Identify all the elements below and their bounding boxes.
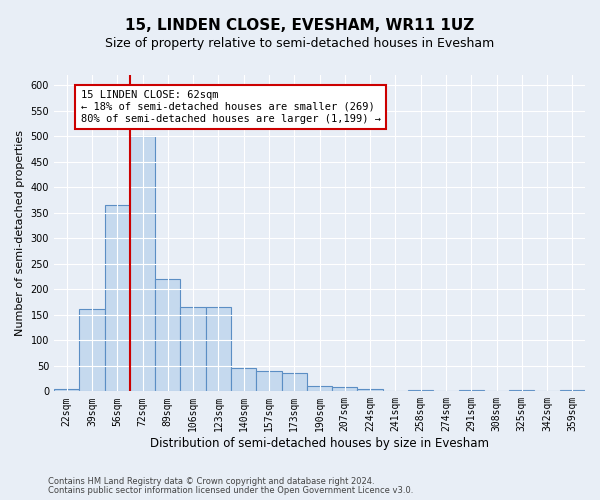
Text: 15 LINDEN CLOSE: 62sqm
← 18% of semi-detached houses are smaller (269)
80% of se: 15 LINDEN CLOSE: 62sqm ← 18% of semi-det…	[80, 90, 380, 124]
Bar	[307, 386, 332, 392]
Text: Size of property relative to semi-detached houses in Evesham: Size of property relative to semi-detach…	[106, 38, 494, 51]
X-axis label: Distribution of semi-detached houses by size in Evesham: Distribution of semi-detached houses by …	[150, 437, 489, 450]
Bar	[458, 390, 484, 392]
Bar	[256, 371, 281, 392]
Bar	[281, 374, 307, 392]
Bar	[509, 390, 535, 392]
Bar	[104, 205, 130, 392]
Bar	[54, 389, 79, 392]
Text: Contains public sector information licensed under the Open Government Licence v3: Contains public sector information licen…	[48, 486, 413, 495]
Bar	[408, 390, 433, 392]
Bar	[130, 136, 155, 392]
Text: 15, LINDEN CLOSE, EVESHAM, WR11 1UZ: 15, LINDEN CLOSE, EVESHAM, WR11 1UZ	[125, 18, 475, 32]
Bar	[79, 308, 104, 392]
Y-axis label: Number of semi-detached properties: Number of semi-detached properties	[15, 130, 25, 336]
Bar	[181, 307, 206, 392]
Bar	[560, 390, 585, 392]
Bar	[206, 307, 231, 392]
Bar	[332, 388, 358, 392]
Text: Contains HM Land Registry data © Crown copyright and database right 2024.: Contains HM Land Registry data © Crown c…	[48, 477, 374, 486]
Bar	[231, 368, 256, 392]
Bar	[155, 279, 181, 392]
Bar	[358, 389, 383, 392]
